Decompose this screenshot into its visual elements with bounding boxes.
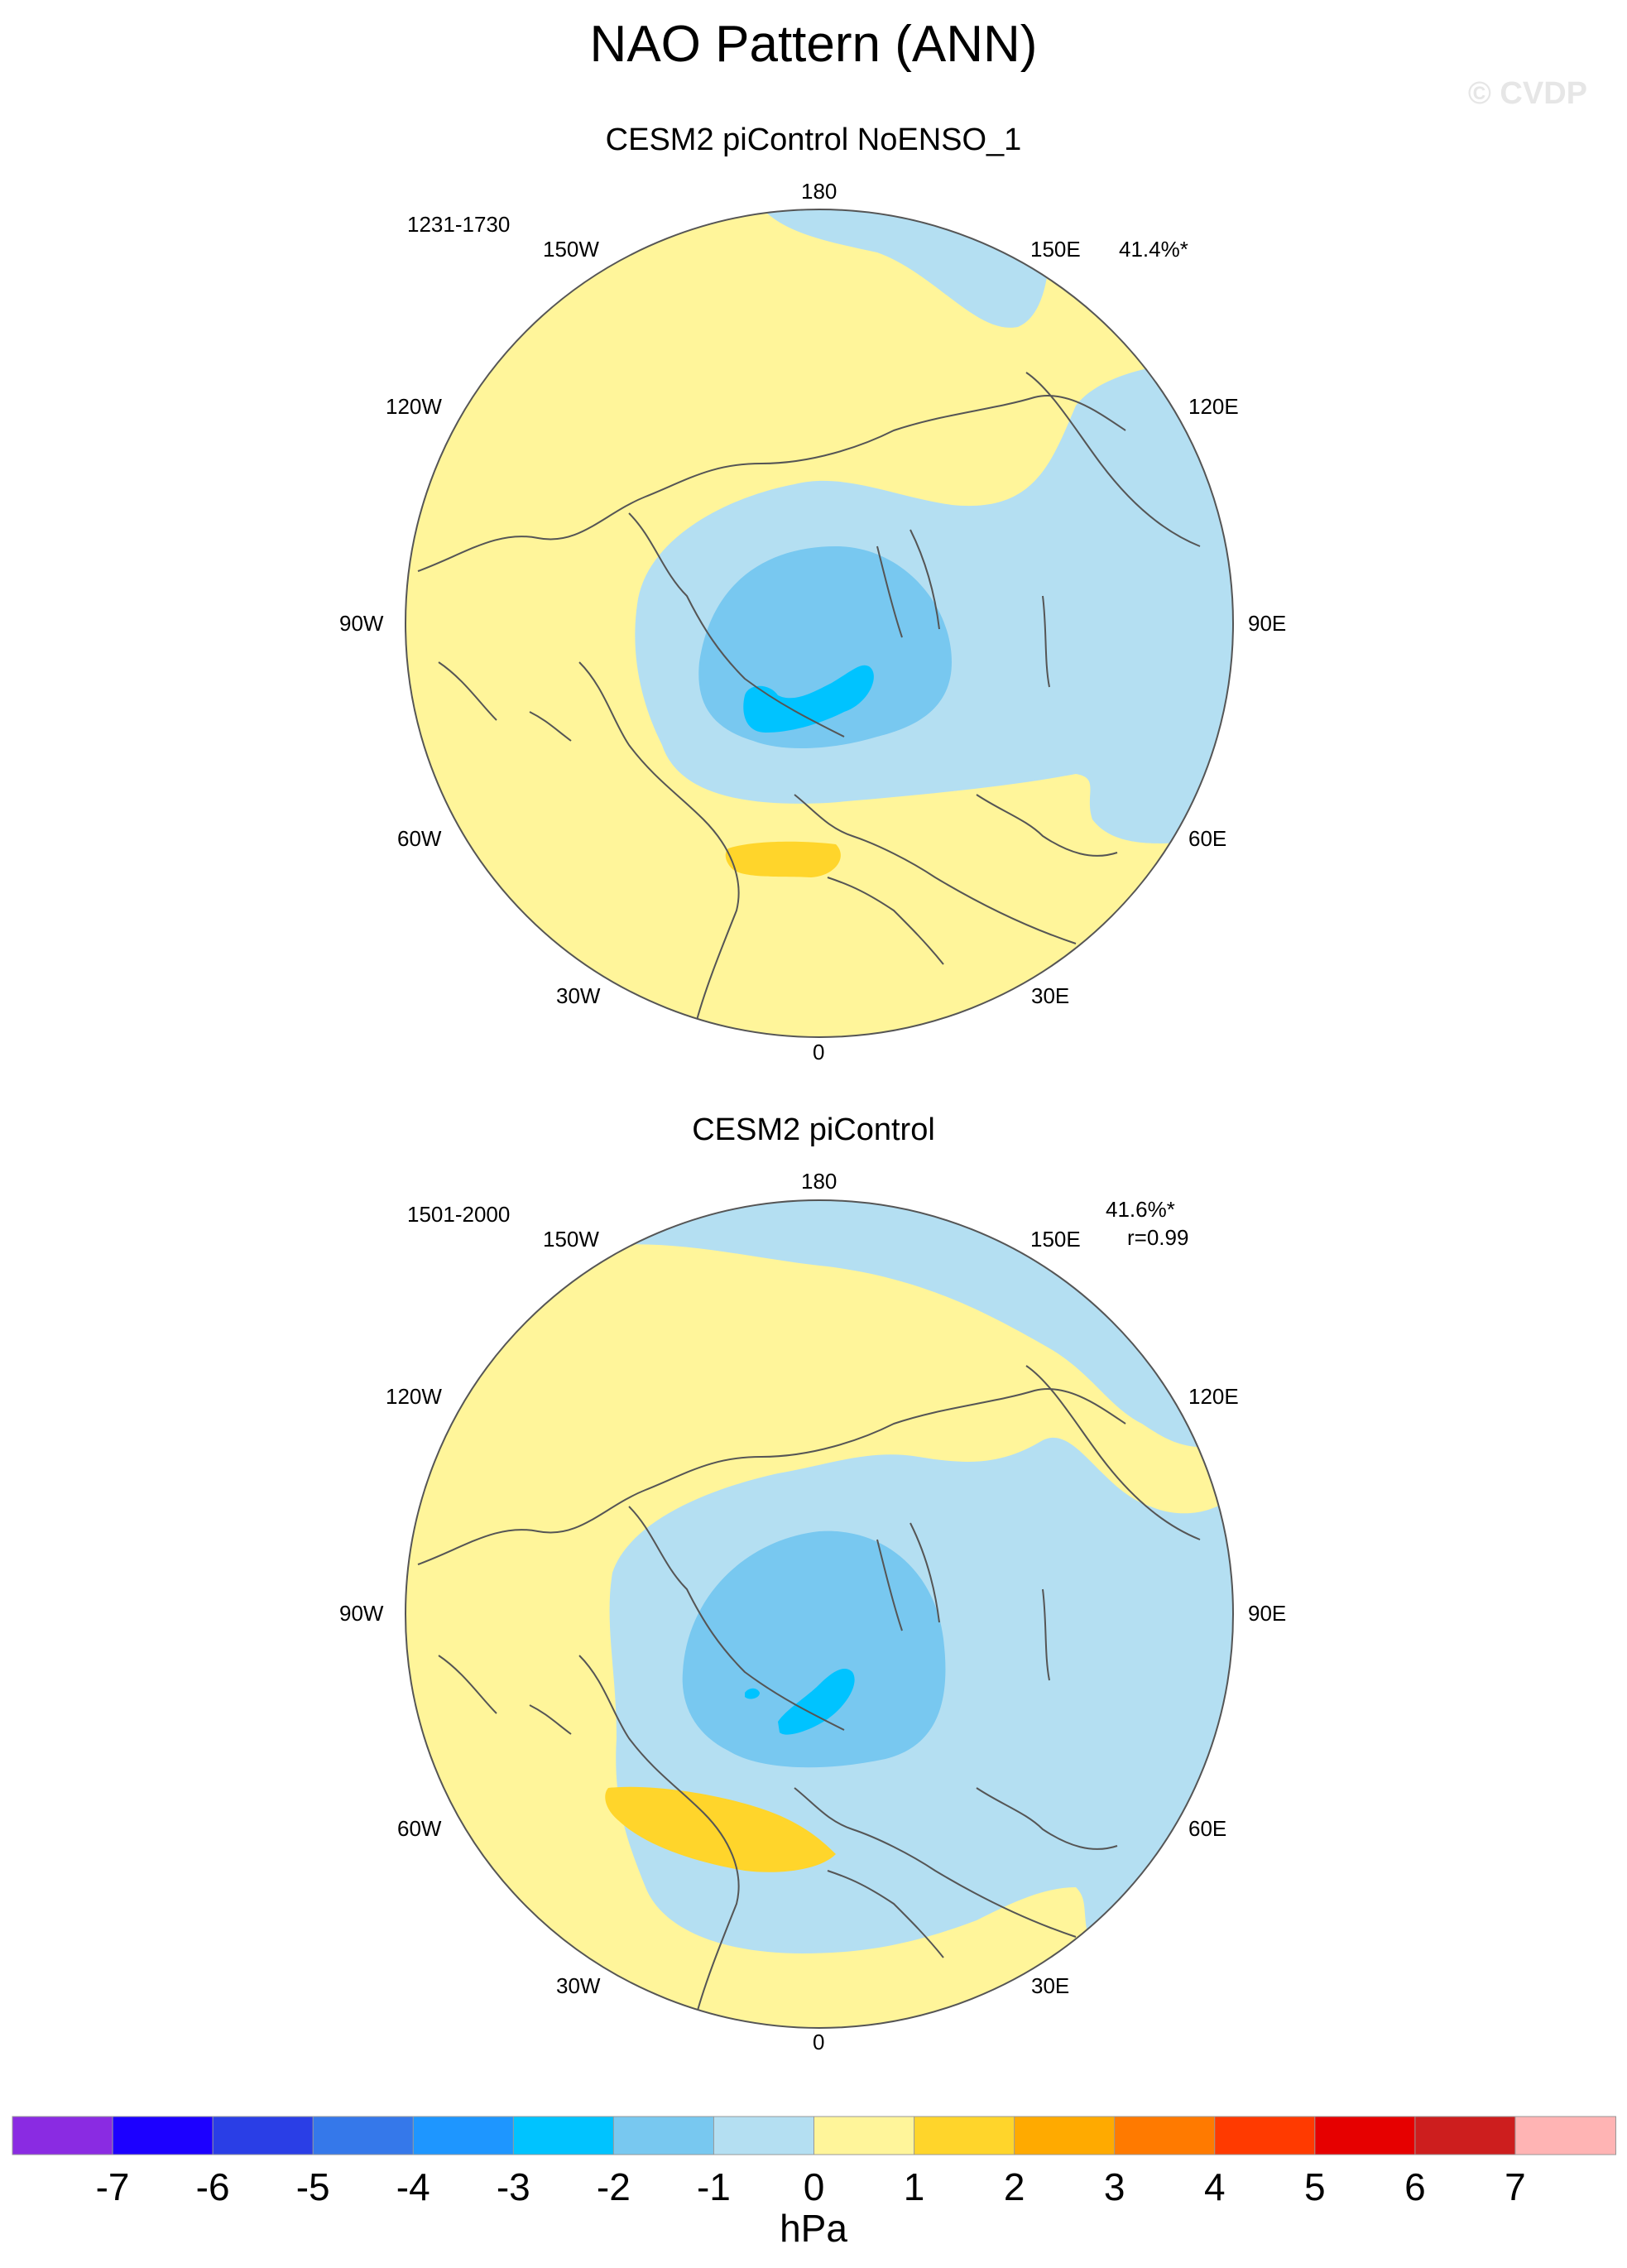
panel-1-title: CESM2 piControl NoENSO_1 xyxy=(605,123,1022,157)
colorbar-swatch-12 xyxy=(1214,2116,1316,2155)
colorbar-swatch-10 xyxy=(1014,2116,1116,2155)
panel-2-map-boundary xyxy=(405,1199,1234,2029)
colorbar-swatch-15 xyxy=(1514,2116,1616,2155)
colorbar-swatch-1 xyxy=(112,2116,214,2155)
panel-2-negative-1-2-region xyxy=(682,1530,946,1768)
colorbar-tick-label: -1 xyxy=(696,2165,731,2208)
colorbar-swatch-9 xyxy=(914,2116,1015,2155)
panel-1-lon-150e: 150E xyxy=(1030,237,1081,262)
panel-1-lon-120w: 120W xyxy=(386,394,442,419)
colorbar-tick-label: -2 xyxy=(596,2165,631,2208)
colorbar-tick-label: -4 xyxy=(396,2165,430,2208)
colorbar-swatch-5 xyxy=(512,2116,615,2155)
panel-1-polar-map xyxy=(405,209,1234,1038)
colorbar-tick-label: 3 xyxy=(1103,2165,1125,2208)
figure-title: NAO Pattern (ANN) xyxy=(589,16,1038,73)
colorbar-swatch-11 xyxy=(1114,2116,1216,2155)
colorbar-swatch-14 xyxy=(1414,2116,1516,2155)
panel-2-period: 1501-2000 xyxy=(407,1202,511,1227)
panel-1-lon-90e: 90E xyxy=(1248,611,1287,636)
panel-1-lon-0: 0 xyxy=(813,1040,825,1064)
panel-1-map-boundary xyxy=(405,209,1234,1038)
panel-1-lon-90w: 90W xyxy=(339,611,384,636)
panel-1-lon-150w: 150W xyxy=(543,237,599,262)
panel-1-negative-2-3-region xyxy=(743,665,874,733)
colorbar-swatch-4 xyxy=(412,2116,515,2155)
watermark: © CVDP xyxy=(1467,76,1587,111)
panel-2-lon-60e: 60E xyxy=(1188,1816,1227,1841)
panel-2-lon-120e: 120E xyxy=(1188,1384,1239,1409)
panel-1-lon-30w: 30W xyxy=(556,983,601,1008)
colorbar-tick-label: 4 xyxy=(1203,2165,1226,2208)
panel-2-correlation: r=0.99 xyxy=(1127,1225,1189,1250)
panel-1-period: 1231-1730 xyxy=(407,212,511,237)
colorbar-swatch-6 xyxy=(612,2116,715,2155)
panel-1-lon-60w: 60W xyxy=(397,826,442,851)
panel-2-lon-60w: 60W xyxy=(397,1816,442,1841)
panel-2-lon-120w: 120W xyxy=(386,1384,442,1409)
panel-1-lon-120e: 120E xyxy=(1188,394,1239,419)
panel-2-positive-1-2-region xyxy=(605,1786,836,1872)
colorbar-tick-label: 1 xyxy=(903,2165,925,2208)
colorbar-tick-label: 7 xyxy=(1505,2165,1526,2208)
panel-2-polar-map xyxy=(405,1199,1234,2029)
panel-2-variance: 41.6%* xyxy=(1106,1197,1175,1222)
colorbar-tick-label: 5 xyxy=(1304,2165,1326,2208)
panel-1-lon-60e: 60E xyxy=(1188,826,1227,851)
panel-2-lon-180: 180 xyxy=(801,1169,837,1194)
colorbar-tick-label: -7 xyxy=(95,2165,130,2208)
colorbar-swatch-2 xyxy=(212,2116,314,2155)
panel-2-title: CESM2 piControl xyxy=(692,1112,935,1147)
panel-2-negative-2-3-region xyxy=(778,1668,855,1735)
colorbar-swatch-7 xyxy=(713,2116,815,2155)
panel-1-lon-30e: 30E xyxy=(1031,983,1070,1008)
panel-1-lon-180: 180 xyxy=(801,179,837,204)
panel-2-negative-2-3-small-region xyxy=(745,1688,760,1699)
panel-2-lon-0: 0 xyxy=(813,2030,825,2054)
colorbar-swatch-0 xyxy=(12,2116,114,2155)
colorbar xyxy=(12,2116,1616,2155)
panel-2-lon-90w: 90W xyxy=(339,1601,384,1626)
colorbar-tick-label: -6 xyxy=(195,2165,230,2208)
colorbar-tick-label: -5 xyxy=(295,2165,330,2208)
panel-1-variance: 41.4%* xyxy=(1119,237,1188,262)
panel-1-positive-1-2-region xyxy=(725,841,841,877)
colorbar-swatch-3 xyxy=(312,2116,415,2155)
colorbar-swatch-8 xyxy=(814,2116,915,2155)
colorbar-swatch-13 xyxy=(1314,2116,1416,2155)
colorbar-tick-label: -3 xyxy=(496,2165,530,2208)
colorbar-tick-label: 2 xyxy=(1003,2165,1025,2208)
panel-2-lon-150e: 150E xyxy=(1030,1227,1081,1252)
panel-2-lon-30e: 30E xyxy=(1031,1973,1070,1998)
colorbar-unit: hPa xyxy=(780,2207,847,2250)
panel-2-lon-150w: 150W xyxy=(543,1227,599,1252)
colorbar-tick-label: 6 xyxy=(1404,2165,1426,2208)
colorbar-tick-label: 0 xyxy=(803,2165,825,2208)
panel-2-lon-90e: 90E xyxy=(1248,1601,1287,1626)
panel-2-lon-30w: 30W xyxy=(556,1973,601,1998)
